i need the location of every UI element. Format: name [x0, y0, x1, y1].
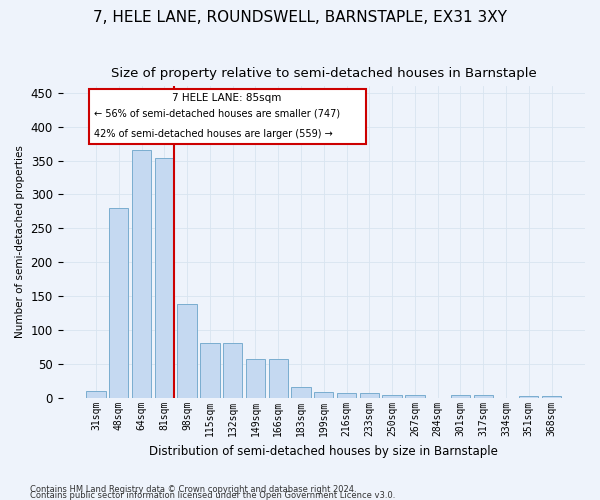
Text: 42% of semi-detached houses are larger (559) →: 42% of semi-detached houses are larger (…	[94, 129, 332, 139]
Text: ← 56% of semi-detached houses are smaller (747): ← 56% of semi-detached houses are smalle…	[94, 108, 340, 118]
Text: 7 HELE LANE: 85sqm: 7 HELE LANE: 85sqm	[172, 92, 282, 102]
Bar	[519, 396, 538, 398]
Bar	[359, 394, 379, 398]
Bar	[542, 396, 561, 398]
Bar	[473, 394, 493, 398]
Bar	[109, 208, 128, 398]
Text: Contains HM Land Registry data © Crown copyright and database right 2024.: Contains HM Land Registry data © Crown c…	[30, 484, 356, 494]
X-axis label: Distribution of semi-detached houses by size in Barnstaple: Distribution of semi-detached houses by …	[149, 444, 498, 458]
Title: Size of property relative to semi-detached houses in Barnstaple: Size of property relative to semi-detach…	[111, 68, 536, 80]
Bar	[223, 343, 242, 398]
Bar	[314, 392, 334, 398]
Bar	[382, 394, 402, 398]
Bar	[132, 150, 151, 398]
Bar	[178, 304, 197, 398]
Bar	[269, 360, 288, 398]
Bar	[246, 360, 265, 398]
Text: Contains public sector information licensed under the Open Government Licence v3: Contains public sector information licen…	[30, 490, 395, 500]
Bar	[86, 392, 106, 398]
Bar	[155, 158, 174, 398]
Bar	[337, 394, 356, 398]
Text: 7, HELE LANE, ROUNDSWELL, BARNSTAPLE, EX31 3XY: 7, HELE LANE, ROUNDSWELL, BARNSTAPLE, EX…	[93, 10, 507, 25]
Bar	[292, 386, 311, 398]
Bar	[405, 394, 425, 398]
FancyBboxPatch shape	[89, 89, 365, 144]
Bar	[200, 343, 220, 398]
Y-axis label: Number of semi-detached properties: Number of semi-detached properties	[15, 146, 25, 338]
Bar	[451, 394, 470, 398]
